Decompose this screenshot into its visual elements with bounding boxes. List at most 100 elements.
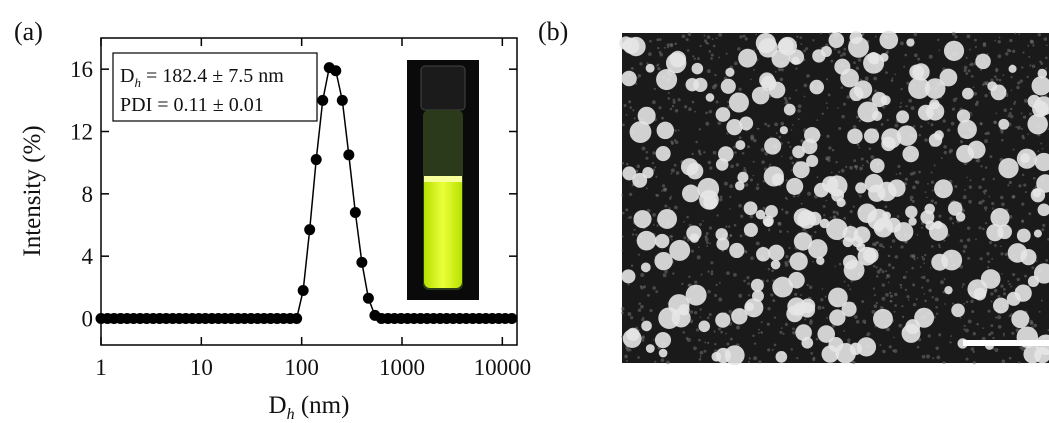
noise [952,107,955,110]
particle [771,260,781,270]
noise [795,67,797,69]
noise [726,53,728,55]
noise [753,175,755,177]
noise [738,204,742,208]
noise [708,161,712,165]
noise [903,277,905,279]
particle [957,109,970,122]
noise [1027,133,1029,135]
noise [781,68,784,71]
noise [926,279,929,282]
noise [900,284,903,287]
noise [688,276,690,278]
particle [842,302,857,317]
noise [683,236,686,239]
noise [779,331,782,334]
noise [1001,139,1004,142]
noise [843,48,846,51]
noise [1028,56,1030,58]
noise [978,185,982,189]
noise [707,270,709,272]
noise [967,227,970,230]
noise [671,239,673,241]
noise [701,274,703,276]
particle [902,146,919,163]
noise [748,361,750,363]
noise [837,50,840,53]
noise [1024,99,1028,103]
data-point [291,313,302,324]
noise [976,323,979,326]
noise [951,122,955,126]
noise [858,193,860,195]
noise [626,163,629,166]
noise [756,241,760,245]
noise [906,271,908,273]
noise [990,324,993,327]
noise [905,105,907,107]
noise [826,158,828,160]
noise [780,122,784,126]
noise [784,97,787,100]
noise [633,229,635,231]
noise [931,199,934,202]
noise [753,161,755,163]
noise [873,287,875,289]
noise [1029,64,1031,66]
noise [729,310,732,313]
noise [671,236,673,238]
noise [694,111,696,113]
noise [657,67,660,70]
noise [652,151,655,154]
noise [943,145,947,149]
noise [866,335,868,337]
noise [841,115,844,118]
noise [932,357,934,359]
particle [1020,153,1030,163]
noise [1000,252,1003,255]
noise [659,38,662,41]
noise [1012,50,1015,53]
noise [1041,300,1043,302]
particle [690,233,699,242]
noise [714,294,717,297]
particle [843,237,853,247]
noise [628,312,632,316]
noise [1017,126,1021,130]
noise [908,99,912,103]
noise [890,246,892,248]
noise [638,254,640,256]
noise [669,197,672,200]
noise [626,360,628,362]
noise [904,54,907,57]
noise [888,282,890,284]
particle [666,53,686,73]
noise [982,200,985,203]
noise [622,235,624,237]
noise [869,147,872,150]
noise [629,216,632,219]
noise [694,311,697,314]
data-point [330,65,341,76]
noise [964,69,967,72]
particle [914,308,934,328]
noise [686,38,689,41]
noise [873,304,877,308]
noise [983,42,986,45]
noise [781,156,783,158]
noise [1032,64,1036,68]
noise [861,157,864,160]
noise [826,317,828,319]
noise [774,316,776,318]
noise [902,316,904,318]
noise [648,52,652,56]
noise [636,170,638,172]
noise [734,224,737,227]
noise [638,74,641,77]
noise [740,215,743,218]
noise [652,286,656,290]
noise [671,168,675,172]
noise [755,34,757,36]
noise [726,271,730,275]
particle [870,158,885,173]
